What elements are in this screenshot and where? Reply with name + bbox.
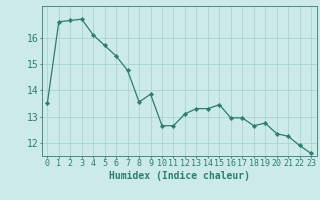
X-axis label: Humidex (Indice chaleur): Humidex (Indice chaleur) (109, 171, 250, 181)
